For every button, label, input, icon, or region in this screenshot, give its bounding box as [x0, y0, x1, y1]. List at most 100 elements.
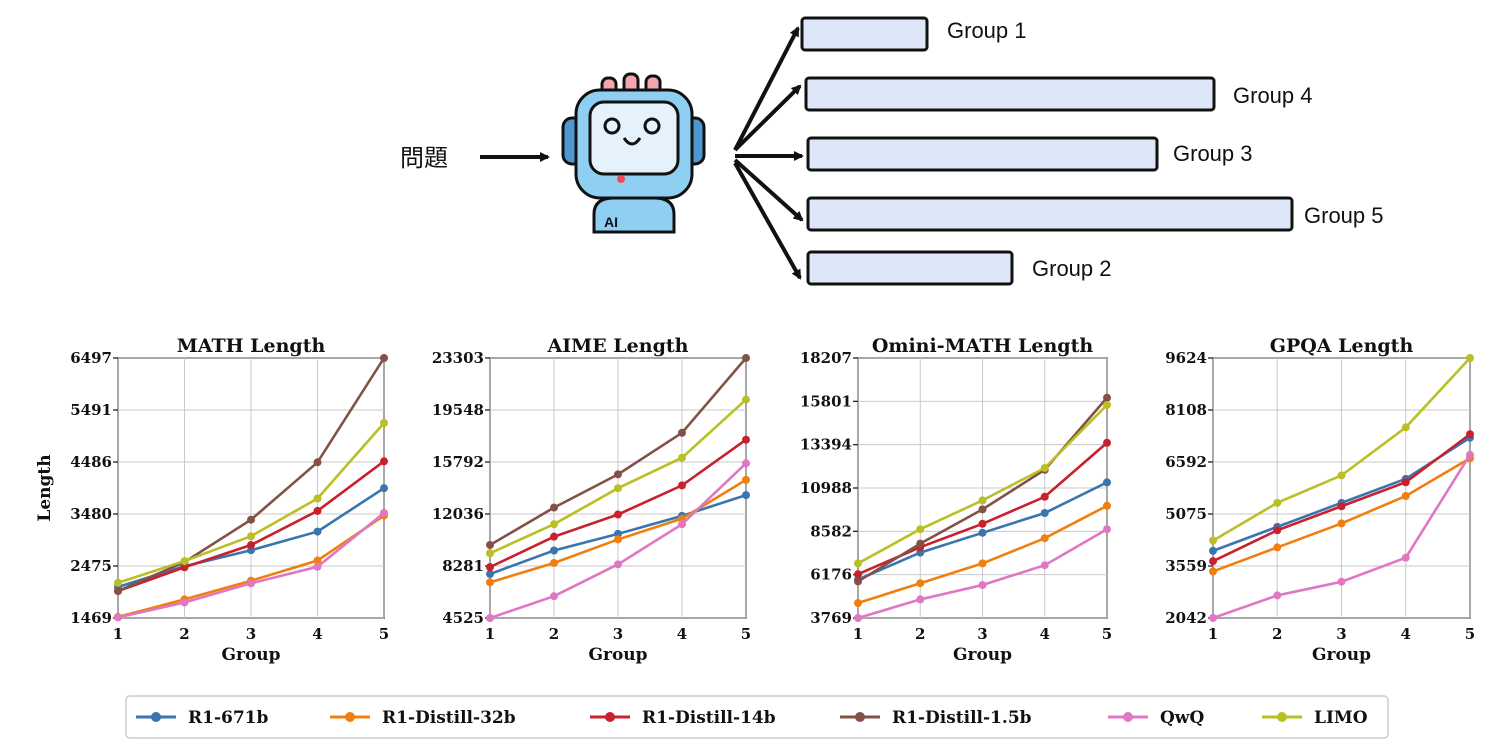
data-point — [247, 515, 255, 524]
data-point — [1273, 498, 1282, 507]
legend-item: R1-Distill-1.5b — [840, 708, 1032, 728]
charts-row: 1 2 3 4 5 1469 2475 3480 4486 5491 6497 MATH Length… — [35, 335, 1475, 665]
data-point — [614, 560, 622, 569]
y-tick-label: 6176 — [810, 566, 852, 584]
x-axis-label: Group — [953, 645, 1012, 665]
data-point — [1273, 526, 1282, 535]
data-point — [614, 529, 622, 538]
y-tick-label: 5075 — [1165, 505, 1207, 523]
data-point — [742, 475, 750, 484]
series-qwq — [1209, 450, 1474, 622]
x-tick-label: 5 — [741, 625, 751, 643]
data-point — [742, 435, 750, 444]
data-point — [978, 528, 987, 537]
y-tick-label: 2475 — [70, 557, 112, 575]
data-point — [742, 459, 750, 468]
data-point — [380, 508, 388, 517]
data-point — [1209, 536, 1217, 545]
data-point — [916, 579, 925, 588]
data-point — [114, 578, 122, 587]
robot-icon: AI — [561, 72, 706, 234]
legend-item: LIMO — [1262, 708, 1368, 728]
data-point — [1040, 561, 1049, 570]
x-tick-label: 3 — [1336, 625, 1346, 643]
data-point — [1273, 591, 1282, 600]
legend-swatch-marker — [855, 712, 865, 722]
robot-badge: AI — [604, 214, 618, 230]
process-diagram: 問題 AI — [400, 16, 1384, 286]
series-r1-distill-1-5b — [114, 354, 388, 596]
data-point — [247, 579, 255, 588]
data-point — [1273, 543, 1282, 552]
data-point — [1103, 438, 1111, 447]
y-tick-label: 18207 — [800, 349, 852, 367]
group-label: Group 1 — [947, 18, 1027, 43]
chart-panel: 1 2 3 4 5 3769 6176 8582 10988 13394 15801 18207 Omi… — [800, 335, 1112, 665]
data-point — [486, 614, 494, 622]
y-tick-label: 6497 — [70, 349, 112, 367]
legend-swatch-marker — [1277, 712, 1287, 722]
chart-title: Omini-MATH Length — [872, 335, 1094, 357]
data-point — [486, 563, 494, 572]
x-tick-label: 2 — [1272, 625, 1282, 643]
data-point — [313, 527, 322, 536]
series-limo — [854, 400, 1111, 568]
y-tick-label: 10988 — [800, 479, 852, 497]
chart-legend: R1-671b R1-Distill-32b R1-Distill-14b R1-Di… — [125, 695, 1389, 739]
data-point — [1209, 557, 1217, 566]
data-point — [678, 520, 686, 529]
data-point — [1401, 478, 1410, 487]
data-point — [486, 578, 494, 587]
data-point — [247, 532, 255, 541]
data-point — [550, 532, 558, 541]
data-point — [1466, 450, 1474, 459]
data-point — [978, 581, 987, 590]
x-tick-label: 4 — [1401, 625, 1411, 643]
y-tick-label: 8281 — [442, 557, 484, 575]
group-label: Group 2 — [1032, 256, 1112, 281]
fan-out-arrows — [733, 26, 804, 280]
data-point — [1209, 567, 1217, 576]
x-tick-label: 4 — [677, 625, 687, 643]
data-point — [916, 525, 925, 534]
question-label: 問題 — [400, 145, 448, 172]
y-tick-label: 3480 — [70, 505, 112, 523]
x-tick-label: 4 — [1040, 625, 1050, 643]
x-tick-label: 5 — [379, 625, 389, 643]
data-point — [1103, 400, 1111, 409]
chart-panel: 1 2 3 4 5 1469 2475 3480 4486 5491 6497 MATH Length… — [35, 335, 389, 665]
series-qwq — [114, 508, 388, 622]
legend-label: R1-671b — [188, 708, 268, 728]
data-point — [742, 395, 750, 404]
y-tick-label: 2042 — [1165, 609, 1207, 627]
y-axis-label: Length — [35, 454, 55, 521]
legend-item: R1-Distill-32b — [330, 708, 516, 728]
data-point — [854, 577, 862, 586]
legend-swatch-marker — [605, 712, 615, 722]
x-tick-label: 3 — [613, 625, 623, 643]
chart-panel: 1 2 3 4 5 2042 3559 5075 6592 8108 9624 GPQA Length… — [1165, 335, 1475, 665]
data-point — [1337, 519, 1346, 528]
legend-label: QwQ — [1160, 708, 1204, 728]
series-limo — [114, 419, 388, 587]
data-point — [247, 541, 255, 550]
series-r1-distill-14b — [1209, 430, 1474, 566]
data-point — [614, 470, 622, 479]
y-tick-label: 12036 — [432, 505, 484, 523]
legend-label: LIMO — [1314, 708, 1368, 728]
data-point — [380, 457, 388, 466]
data-point — [1103, 478, 1111, 487]
data-point — [742, 354, 750, 362]
group-bar-3: Group 3 — [806, 136, 1253, 172]
data-point — [380, 419, 388, 427]
data-point — [486, 549, 494, 558]
legend-swatch-marker — [151, 712, 161, 722]
data-point — [854, 614, 862, 622]
data-point — [742, 491, 750, 500]
y-tick-label: 4486 — [70, 453, 112, 471]
data-point — [854, 599, 862, 608]
y-tick-label: 5491 — [70, 401, 112, 419]
data-point — [978, 519, 987, 528]
data-point — [1466, 354, 1474, 362]
chart-title: MATH Length — [177, 335, 326, 357]
